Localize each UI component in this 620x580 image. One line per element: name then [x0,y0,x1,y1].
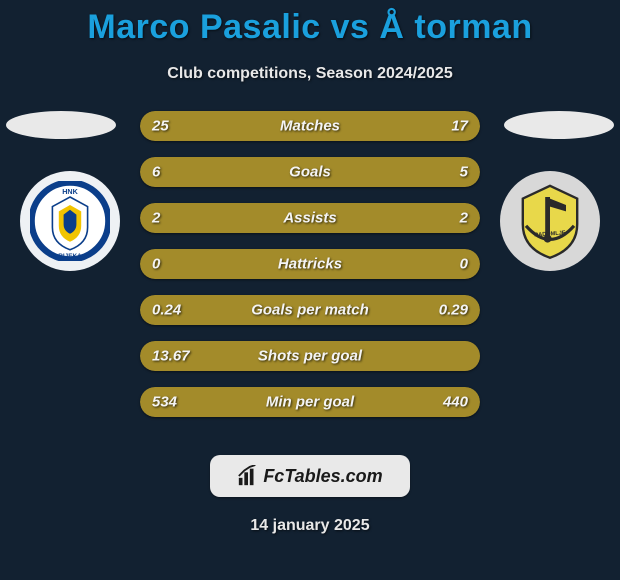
stat-row: 0.240.29Goals per match [140,295,480,325]
stat-value-left: 0 [152,256,160,273]
stat-bar-right [310,249,480,279]
fctables-logo[interactable]: FcTables.com [210,455,410,497]
stat-value-left: 6 [152,164,160,181]
stat-row: 65Goals [140,157,480,187]
stat-bar-left [140,203,310,233]
chart-bars-icon [237,465,259,487]
stat-value-left: 13.67 [152,348,190,365]
club-badge-left: HNK RIJEKA [20,171,120,271]
stat-value-left: 0.24 [152,302,181,319]
stat-row: 2517Matches [140,111,480,141]
stat-value-left: 25 [152,118,169,135]
stat-value-right: 440 [443,394,468,411]
stat-value-right: 2 [460,210,468,227]
stat-bar-left [140,157,327,187]
svg-text:HNK: HNK [62,187,78,196]
stat-bar-left [140,341,480,371]
stat-value-left: 534 [152,394,177,411]
stat-row: 00Hattricks [140,249,480,279]
stat-row: 534440Min per goal [140,387,480,417]
stat-value-right: 5 [460,164,468,181]
page-title: Marco Pasalic vs Å torman [0,0,620,47]
club-badge-right: RADOMLJE [500,171,600,271]
stat-bar-right [327,157,480,187]
stat-value-left: 2 [152,210,160,227]
subtitle: Club competitions, Season 2024/2025 [0,65,620,83]
stat-rows: 2517Matches65Goals22Assists00Hattricks0.… [140,111,480,433]
comparison-area: HNK RIJEKA RADOMLJE 2517Matches65Goals22… [0,111,620,431]
stat-bar-left [140,249,310,279]
stat-bar-right [310,203,480,233]
stat-value-right: 0.29 [439,302,468,319]
fctables-logo-text: FcTables.com [263,466,382,487]
club-crest-radomlje-icon: RADOMLJE [510,181,590,261]
stat-bar-left [140,111,344,141]
svg-text:RIJEKA: RIJEKA [58,253,82,260]
stat-row: 13.67Shots per goal [140,341,480,371]
stat-value-right: 0 [460,256,468,273]
player-photo-placeholder-left [6,111,116,139]
player-photo-placeholder-right [504,111,614,139]
date-label: 14 january 2025 [0,517,620,535]
club-crest-rijeka-icon: HNK RIJEKA [30,181,110,261]
stat-value-right: 17 [451,118,468,135]
stat-row: 22Assists [140,203,480,233]
